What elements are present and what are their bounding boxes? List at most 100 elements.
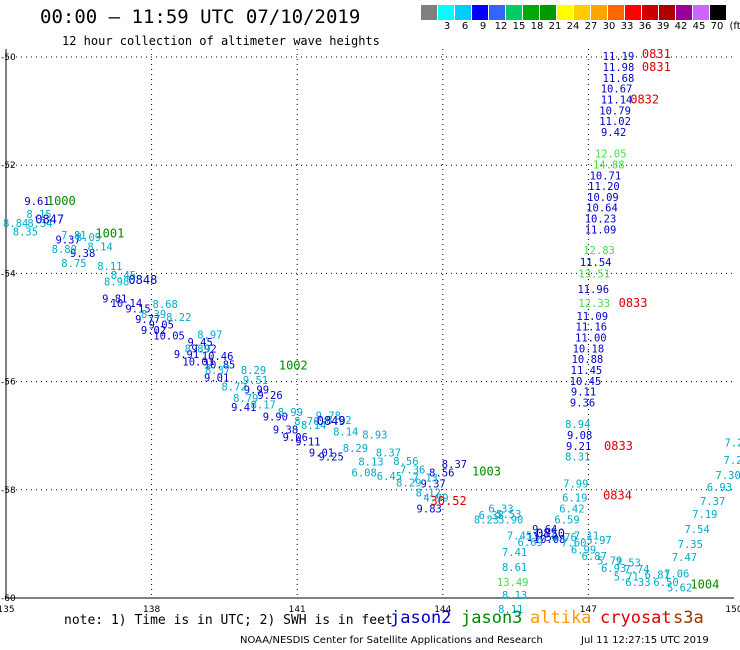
color-scale-cell bbox=[489, 5, 506, 20]
credit-text: NOAA/NESDIS Center for Satellite Applica… bbox=[240, 635, 543, 646]
wave-height-value: 8.72 bbox=[221, 381, 246, 393]
pass-time-label: 0834 bbox=[603, 489, 632, 503]
wave-height-value: 9.38 bbox=[70, 248, 95, 260]
color-scale-label: 33 bbox=[620, 21, 634, 32]
wave-height-value: 7.2 bbox=[725, 438, 740, 450]
wave-height-value: 11.09 bbox=[576, 311, 608, 323]
color-scale-label: 24 bbox=[566, 21, 580, 32]
wave-height-value: 8.45 bbox=[111, 270, 136, 282]
wave-height-value: 8.11 bbox=[498, 604, 523, 616]
wave-height-value: 6.50 bbox=[653, 577, 678, 589]
wave-height-value: 10.88 bbox=[572, 354, 604, 366]
wave-height-value: 11.20 bbox=[588, 181, 620, 193]
wave-height-value: 8.09 bbox=[76, 232, 101, 244]
wave-height-value: 11.00 bbox=[575, 333, 607, 345]
color-scale-label: 3 bbox=[443, 21, 451, 32]
pass-time-label: 1004 bbox=[690, 577, 719, 591]
wave-height-value: 5.62 bbox=[667, 583, 692, 595]
wave-height-value: 8.17 bbox=[251, 400, 276, 412]
y-tick-label: -58 bbox=[1, 486, 16, 496]
wave-height-value: 9.06 bbox=[283, 432, 308, 444]
pass-time-label: 0847 bbox=[35, 213, 64, 227]
legend-s3a: s3a bbox=[673, 608, 704, 628]
wave-height-value: 7.06 bbox=[664, 568, 689, 580]
wave-height-value: 10.14 bbox=[111, 298, 143, 310]
pass-time-label: 0833 bbox=[619, 296, 648, 310]
pass-time-label: 0849 bbox=[317, 414, 346, 428]
color-scale-cell bbox=[659, 5, 676, 20]
wave-height-value: 7.13 bbox=[413, 473, 438, 485]
x-tick-label: 144 bbox=[434, 605, 451, 615]
wave-height-value: 10.85 bbox=[204, 360, 236, 372]
footer-note: note: 1) Time is in UTC; 2) SWH is in fe… bbox=[64, 613, 393, 628]
color-scale-label: 9 bbox=[479, 21, 487, 32]
y-tick-label: -60 bbox=[1, 594, 16, 604]
wave-height-value: 12.33 bbox=[578, 298, 610, 310]
color-scale-label: 27 bbox=[584, 21, 598, 32]
wave-height-value: 9.42 bbox=[601, 127, 626, 139]
wave-height-value: 6.38 bbox=[479, 510, 504, 522]
legend-cryosat: cryosat bbox=[600, 608, 672, 628]
color-scale-label: 70 bbox=[710, 21, 724, 32]
wave-height-value: 8.22 bbox=[166, 312, 191, 324]
wave-height-value: 6.42 bbox=[559, 504, 584, 516]
wave-height-value: 8.68 bbox=[153, 299, 178, 311]
wave-height-value: 7.53 bbox=[616, 558, 641, 570]
wave-height-value: 9.01 bbox=[204, 373, 229, 385]
wave-height-value: 9.51 bbox=[243, 375, 268, 387]
wave-height-value: 9.81 bbox=[102, 294, 127, 306]
wave-height-value: 10.67 bbox=[601, 84, 633, 96]
wave-height-value: 9.61 bbox=[24, 196, 49, 208]
wave-height-value: 6.59 bbox=[554, 514, 579, 526]
wave-height-value: 7.60 bbox=[561, 538, 586, 550]
wave-height-value: 10.09 bbox=[587, 192, 619, 204]
wave-height-value: 4.99 bbox=[423, 493, 448, 505]
wave-height-value: 9.08 bbox=[567, 430, 592, 442]
wave-height-value: 8.79 bbox=[233, 393, 258, 405]
color-scale-cell bbox=[710, 5, 727, 20]
wave-height-value: 5.90 bbox=[498, 514, 523, 526]
wave-height-value: 8.14 bbox=[88, 242, 113, 254]
color-scale-label: 12 bbox=[494, 21, 508, 32]
wave-height-value: 6.33 bbox=[488, 504, 513, 516]
wave-height-value: 10.18 bbox=[573, 343, 605, 355]
wave-height-value: 11.45 bbox=[571, 365, 603, 377]
color-scale-cell bbox=[472, 5, 489, 20]
pass-time-label: 0850 bbox=[536, 526, 565, 540]
wave-height-value: 5.97 bbox=[586, 535, 611, 547]
pass-time-label: 0833 bbox=[604, 439, 633, 453]
pass-time-label: 1001 bbox=[95, 227, 124, 241]
y-tick-label: -52 bbox=[1, 161, 16, 171]
x-tick-label: 135 bbox=[0, 605, 15, 615]
wave-height-value: 5.53 bbox=[496, 509, 521, 521]
wave-height-value: 11.54 bbox=[580, 257, 612, 269]
legend-jason2: jason2 bbox=[390, 608, 452, 628]
wave-height-value: 8.14 bbox=[301, 420, 326, 432]
wave-height-value: 9.99 bbox=[244, 385, 269, 397]
color-scale-bar bbox=[421, 5, 727, 20]
wave-height-value: 9.11 bbox=[295, 436, 320, 448]
wave-height-value: 8.37 bbox=[376, 447, 401, 459]
wave-height-value: 10.03 bbox=[182, 356, 214, 368]
wave-height-value: 11.02 bbox=[599, 116, 631, 128]
wave-height-value: 9.21 bbox=[566, 441, 591, 453]
x-tick-label: 150 bbox=[725, 605, 740, 615]
wave-height-value: 7.47 bbox=[672, 552, 697, 564]
page-subtitle: 12 hour collection of altimeter wave hei… bbox=[62, 34, 380, 48]
page-title: 00:00 – 11:59 UTC 07/10/2019 bbox=[40, 6, 361, 28]
wave-height-value: 11.19 bbox=[603, 51, 635, 63]
color-scale-label: 36 bbox=[638, 21, 652, 32]
wave-height-value: 6.87 bbox=[582, 551, 607, 563]
wave-height-value: 7.81 bbox=[61, 230, 86, 242]
wave-height-value: 9.83 bbox=[417, 504, 442, 516]
wave-height-value: 6.99 bbox=[571, 545, 596, 557]
wave-height-value: 8.13 bbox=[358, 456, 383, 468]
pass-time-label: 0832 bbox=[630, 93, 659, 107]
wave-height-value: 7.54 bbox=[684, 524, 709, 536]
wave-height-value: 11.14 bbox=[601, 95, 633, 107]
wave-height-value: 14.88 bbox=[593, 159, 625, 171]
y-tick-label: -56 bbox=[1, 378, 16, 388]
wave-height-value: 12.05 bbox=[595, 149, 627, 161]
x-tick-label: 147 bbox=[580, 605, 597, 615]
